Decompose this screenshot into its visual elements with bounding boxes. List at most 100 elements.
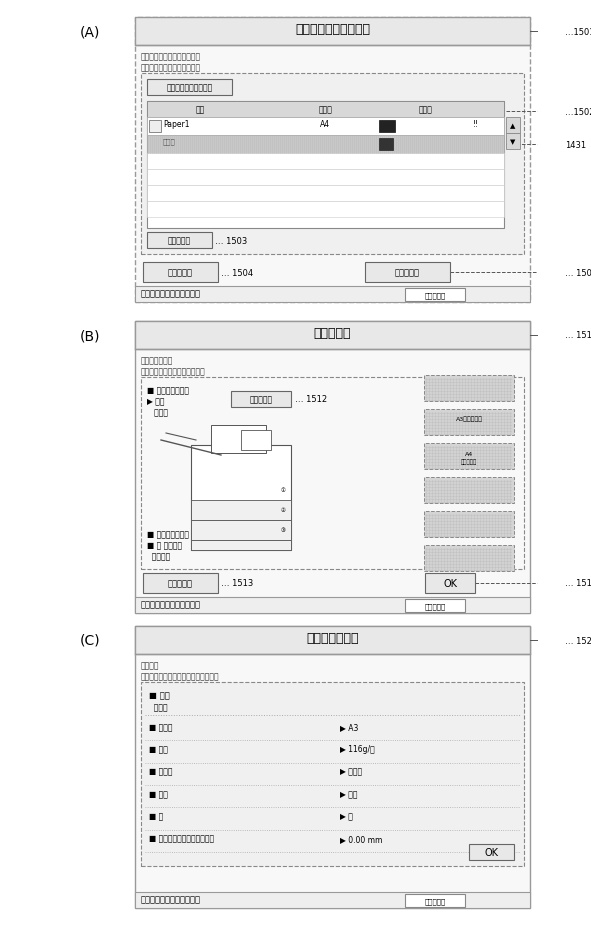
- Text: ■ 色: ■ 色: [149, 811, 163, 820]
- Bar: [135, 322, 530, 613]
- Text: ＜詳細＞: ＜詳細＞: [141, 661, 160, 669]
- Bar: [141, 378, 524, 570]
- Bar: [135, 287, 530, 303]
- Bar: [379, 139, 393, 151]
- Bar: [147, 186, 504, 201]
- Text: ▶ 116g/㎡: ▶ 116g/㎡: [340, 744, 375, 754]
- Text: ■ 自 アクセス: ■ 自 アクセス: [147, 540, 182, 549]
- Text: A3・カスタム: A3・カスタム: [456, 416, 482, 421]
- Text: 使用する給紙段を選択します。: 使用する給紙段を選択します。: [141, 367, 206, 376]
- Text: ■ 表面性: ■ 表面性: [149, 767, 173, 776]
- Bar: [506, 118, 520, 134]
- Text: キャンセル: キャンセル: [168, 268, 193, 277]
- Text: … 1503: … 1503: [215, 237, 247, 245]
- Text: サイズ: サイズ: [319, 105, 332, 114]
- Text: シートの情報を選択します。: シートの情報を選択します。: [141, 63, 201, 72]
- Bar: [143, 574, 218, 593]
- Text: … 1504: … 1504: [221, 268, 253, 277]
- Text: ▶ 0.00 mm: ▶ 0.00 mm: [340, 833, 382, 843]
- Text: シートの詳細情報の概要を行います。: シートの詳細情報の概要を行います。: [141, 671, 220, 680]
- Text: ミスマッチシート一覧: ミスマッチシート一覧: [295, 23, 370, 36]
- Text: ▲: ▲: [510, 122, 516, 129]
- Text: シート詳細情報: シート詳細情報: [306, 631, 359, 644]
- Text: ■ サイズ: ■ サイズ: [149, 722, 173, 731]
- Bar: [469, 844, 514, 860]
- Text: ▶ 白: ▶ 白: [340, 811, 353, 820]
- Bar: [135, 322, 530, 350]
- Bar: [405, 599, 465, 612]
- Text: ジョブ: ジョブ: [418, 105, 433, 114]
- Text: … 1521: … 1521: [565, 636, 591, 645]
- Text: システム管理モードです。: システム管理モードです。: [141, 894, 201, 903]
- Bar: [135, 892, 530, 908]
- Text: ▶ 標準: ▶ 標準: [147, 396, 164, 406]
- Bar: [191, 521, 291, 540]
- Bar: [147, 102, 504, 229]
- Bar: [147, 170, 504, 186]
- Bar: [147, 201, 504, 218]
- Text: … 1512: … 1512: [295, 395, 327, 404]
- Text: ▶ なし: ▶ なし: [340, 789, 358, 798]
- Text: OK: OK: [485, 847, 498, 857]
- Text: 標準紙: 標準紙: [147, 407, 168, 417]
- Text: 給紙段選択: 給紙段選択: [314, 327, 351, 340]
- Bar: [231, 392, 291, 407]
- Bar: [135, 626, 530, 908]
- Bar: [147, 233, 212, 249]
- Text: キャンセル: キャンセル: [168, 579, 193, 587]
- Bar: [147, 154, 504, 170]
- Text: Paper1: Paper1: [163, 120, 190, 129]
- Text: シート詳細: シート詳細: [249, 395, 272, 404]
- Text: A4: A4: [320, 120, 330, 129]
- Text: … 1514: … 1514: [565, 579, 591, 587]
- Text: … 1511: … 1511: [565, 331, 591, 341]
- Bar: [135, 598, 530, 613]
- Bar: [365, 263, 450, 283]
- Text: ■ 純度: ■ 純度: [149, 789, 168, 798]
- Text: …1501: …1501: [565, 28, 591, 36]
- Text: ①: ①: [281, 488, 286, 493]
- Bar: [191, 500, 291, 521]
- Bar: [147, 135, 504, 154]
- Text: 標準紙: 標準紙: [163, 138, 176, 145]
- Bar: [191, 540, 291, 550]
- Text: ログアウト: ログアウト: [424, 292, 446, 299]
- Bar: [425, 574, 475, 593]
- Bar: [135, 626, 530, 654]
- Text: 場所を選択: 場所を選択: [395, 268, 420, 277]
- Bar: [506, 134, 520, 149]
- Text: !!: !!: [472, 120, 479, 129]
- Text: ログアウト: ログアウト: [424, 602, 446, 609]
- Bar: [241, 431, 271, 450]
- Bar: [135, 18, 530, 303]
- Text: シート詳細: シート詳細: [168, 237, 191, 245]
- Text: ログアウト: ログアウト: [424, 897, 446, 904]
- Text: ■ 選択中の給紙段: ■ 選択中の給紙段: [147, 530, 189, 538]
- Bar: [424, 478, 514, 504]
- Text: OK: OK: [443, 578, 457, 588]
- Text: (C): (C): [80, 633, 100, 648]
- Text: ■ カーデックス補正量の調整: ■ カーデックス補正量の調整: [149, 833, 214, 843]
- Text: 名称: 名称: [196, 105, 205, 114]
- Text: 標準紙: 標準紙: [149, 702, 168, 711]
- Text: ■ 坤量: ■ 坤量: [149, 744, 168, 754]
- Bar: [191, 445, 291, 550]
- Text: カスタム紙: カスタム紙: [461, 458, 477, 464]
- Bar: [143, 263, 218, 283]
- Text: システム管理モードです。: システム管理モードです。: [141, 289, 201, 298]
- Bar: [424, 409, 514, 435]
- Bar: [141, 682, 524, 866]
- Bar: [147, 80, 232, 96]
- Bar: [424, 444, 514, 470]
- Bar: [147, 102, 504, 118]
- Bar: [211, 426, 266, 454]
- Bar: [141, 74, 524, 254]
- Bar: [405, 894, 465, 907]
- Text: … 1505: … 1505: [565, 268, 591, 277]
- Text: ▶ A3: ▶ A3: [340, 722, 359, 731]
- Text: システム管理モードです。: システム管理モードです。: [141, 599, 201, 609]
- Bar: [149, 121, 161, 133]
- Text: ■ 名称: ■ 名称: [149, 690, 170, 699]
- Text: ■ 使用するシート: ■ 使用するシート: [147, 386, 189, 394]
- Text: ＜シート設定とシート情報＞: ＜シート設定とシート情報＞: [141, 52, 201, 61]
